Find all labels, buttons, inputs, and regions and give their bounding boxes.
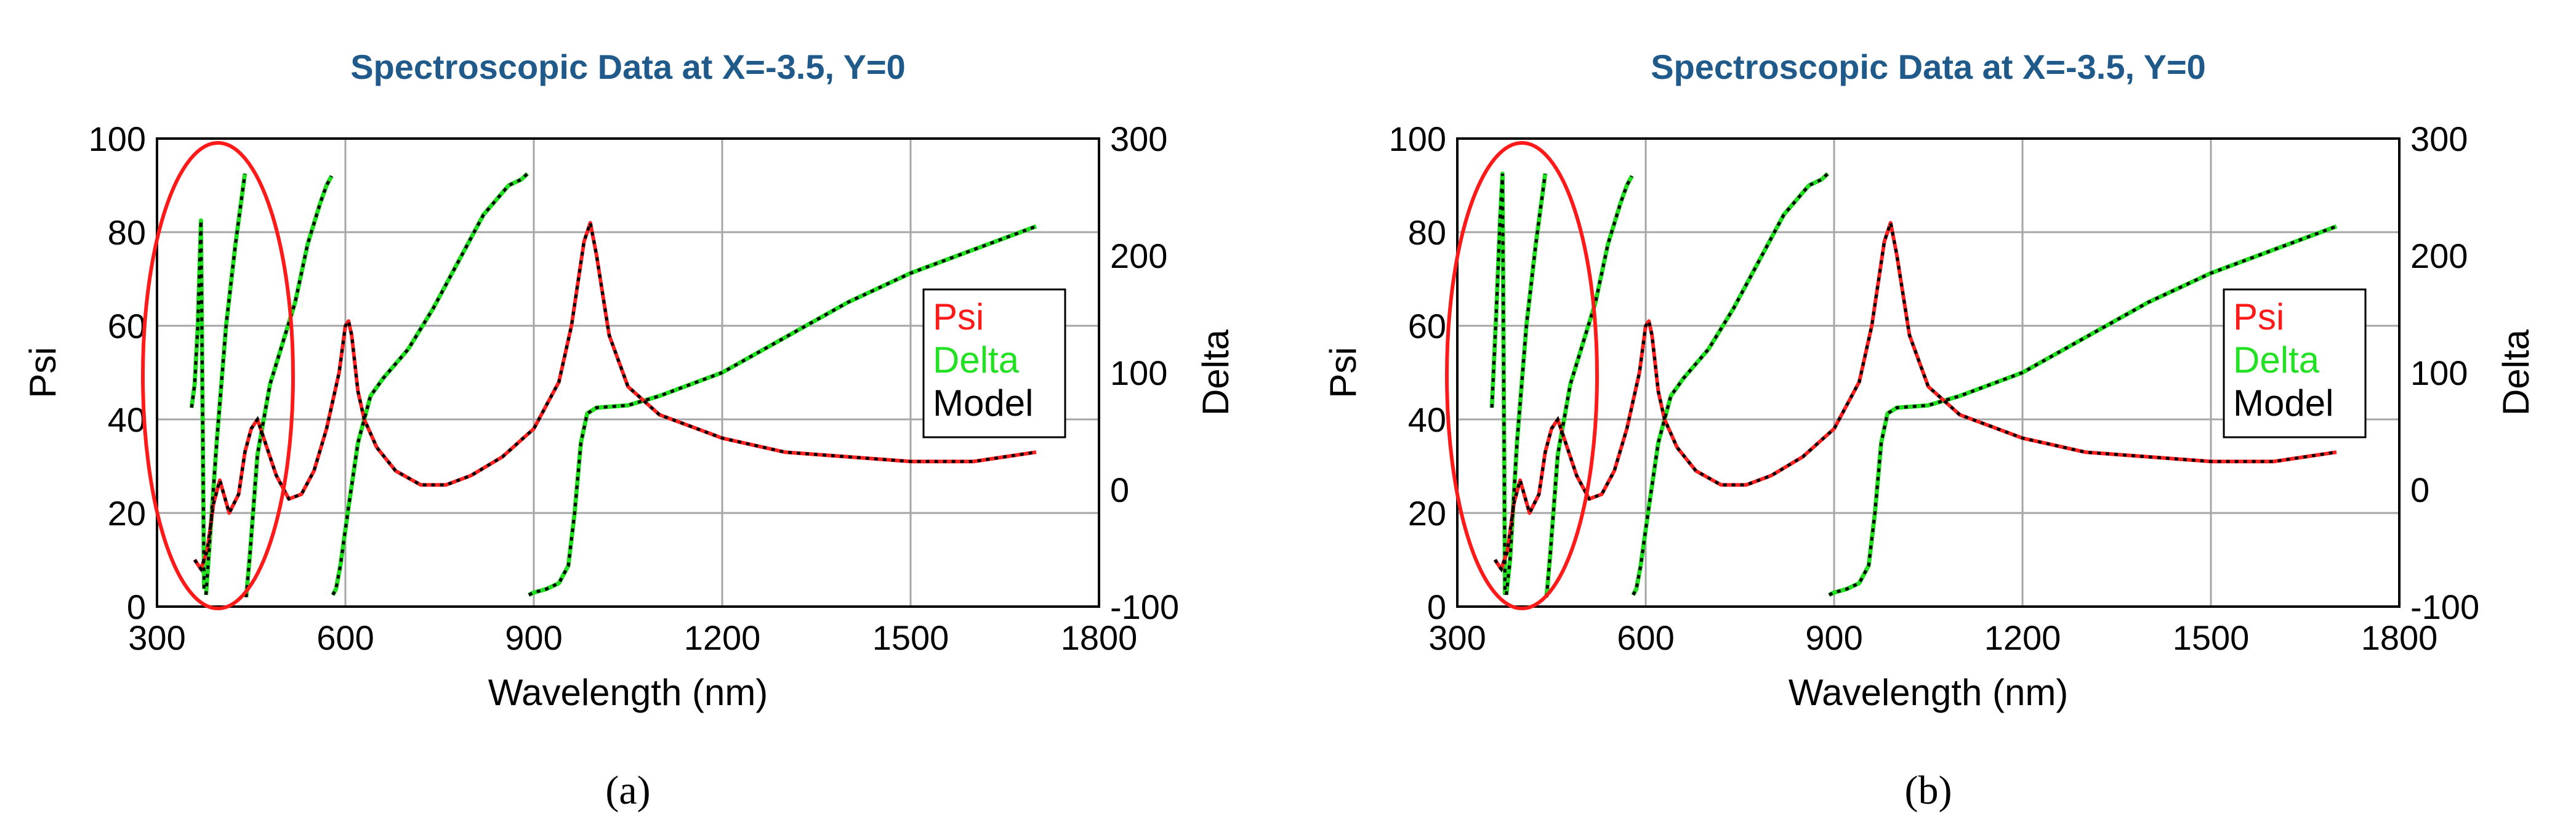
y-tick-label: 80 <box>1408 213 1446 252</box>
x-tick-label: 300 <box>1428 618 1486 657</box>
grid <box>1457 139 2399 607</box>
x-tick-label: 1500 <box>2173 618 2250 657</box>
y2-tick-label: 300 <box>2410 119 2468 158</box>
series-psi-line <box>1493 220 2337 571</box>
tick-labels: 300 600 900 1200 1500 1800 0 20 40 60 80 100 -100 0 10… <box>89 119 1180 657</box>
series-psi-line <box>193 220 1037 571</box>
y-tick-label: 80 <box>108 213 146 252</box>
series-model-delta-line <box>1505 173 1547 596</box>
series-delta-line <box>331 172 529 596</box>
y-tick-label: 100 <box>89 119 146 158</box>
y-tick-label: 20 <box>108 494 146 533</box>
series-model-delta-line <box>331 172 529 596</box>
x-axis-label: Wavelength (nm) <box>1789 672 2069 713</box>
y2-tick-label: 300 <box>1110 119 1167 158</box>
legend-delta: Delta <box>933 339 1020 381</box>
x-tick-label: 1800 <box>1061 618 1138 657</box>
series-model-delta-line <box>1490 173 1507 596</box>
y-axis-label: Psi <box>1322 347 1364 398</box>
panel-label-a: (a) <box>605 768 650 813</box>
y2-tick-label: -100 <box>1110 588 1179 626</box>
series-layer <box>1489 171 2338 598</box>
chart-panel-a: Spectroscopic Data at X=-3.5, Y=0 300 600… <box>22 47 1236 813</box>
series-model-delta-line <box>204 173 247 596</box>
legend: Psi Delta Model <box>922 288 1066 438</box>
series-model-delta-line <box>244 175 333 598</box>
x-tick-label: 900 <box>1805 618 1862 657</box>
grid <box>157 139 1099 607</box>
y2-tick-label: 100 <box>1110 353 1167 392</box>
legend-delta: Delta <box>2233 339 2320 381</box>
series-delta-line <box>1489 171 1507 596</box>
y2-tick-label: 100 <box>2410 353 2468 392</box>
series-model-delta-line <box>1828 225 2337 597</box>
series-model-delta-line <box>528 225 1037 597</box>
series-delta-line <box>1544 175 1634 598</box>
y-tick-label: 0 <box>1427 588 1446 626</box>
x-tick-label: 1200 <box>1984 618 2061 657</box>
y-tick-label: 60 <box>108 307 146 345</box>
panel-label-b: (b) <box>1905 768 1952 813</box>
y2-tick-label: 0 <box>2410 470 2429 509</box>
chart-title: Spectroscopic Data at X=-3.5, Y=0 <box>350 47 906 86</box>
y-tick-label: 20 <box>1408 494 1446 533</box>
legend-model: Model <box>2233 382 2333 424</box>
series-delta-line <box>244 175 334 598</box>
series-model-delta-line <box>1545 175 1633 598</box>
series-model-delta-line <box>1632 172 1829 596</box>
legend: Psi Delta Model <box>2223 288 2367 438</box>
series-layer <box>189 172 1037 598</box>
y2-tick-label: 200 <box>2410 236 2468 275</box>
highlight-ellipse <box>1445 141 1599 610</box>
tick-labels: 300 600 900 1200 1500 1800 0 20 40 60 80 100 -100 0 10… <box>1389 119 2480 657</box>
x-axis-label: Wavelength (nm) <box>488 672 768 713</box>
y2-axis-label: Delta <box>2495 329 2537 416</box>
chart-title: Spectroscopic Data at X=-3.5, Y=0 <box>1651 47 2206 86</box>
y-tick-label: 40 <box>1408 400 1446 439</box>
y-tick-label: 60 <box>1408 307 1446 345</box>
highlight-ellipse <box>141 141 295 610</box>
legend-psi: Psi <box>2233 296 2284 337</box>
y-tick-label: 40 <box>108 400 146 439</box>
series-delta-line <box>1631 172 1830 596</box>
legend-box <box>922 288 1066 438</box>
x-tick-label: 600 <box>1617 618 1674 657</box>
plot-frame <box>1456 137 2401 608</box>
y-tick-label: 100 <box>1389 119 1446 158</box>
x-tick-label: 600 <box>316 618 374 657</box>
x-tick-label: 300 <box>128 618 185 657</box>
y-tick-label: 0 <box>127 588 146 626</box>
legend-box <box>2223 288 2367 438</box>
y-axis-label: Psi <box>22 347 63 398</box>
x-tick-label: 1200 <box>684 618 761 657</box>
legend-model: Model <box>933 382 1033 424</box>
chart-panel-b: Spectroscopic Data at X=-3.5, Y=0 300 600… <box>1322 47 2537 813</box>
y2-axis-label: Delta <box>1195 329 1236 416</box>
x-tick-label: 900 <box>505 618 562 657</box>
x-tick-label: 1500 <box>872 618 949 657</box>
y2-tick-label: 0 <box>1110 470 1129 509</box>
x-tick-label: 1800 <box>2361 618 2438 657</box>
y2-tick-label: 200 <box>1110 236 1167 275</box>
y2-tick-label: -100 <box>2410 588 2479 626</box>
plot-frame <box>156 137 1100 608</box>
legend-psi: Psi <box>933 296 984 337</box>
series-model-delta-line <box>190 220 206 589</box>
